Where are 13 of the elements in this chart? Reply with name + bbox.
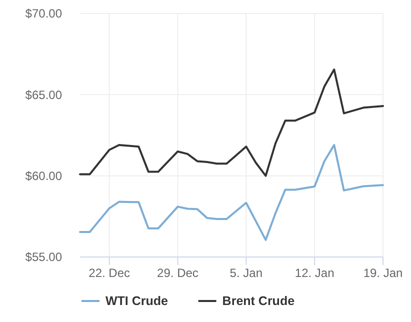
x-tick-label: 12. Jan (294, 266, 334, 280)
y-tick-label: $65.00 (25, 88, 62, 102)
x-tick-label: 5. Jan (230, 266, 263, 280)
x-tick-label: 19. Jan (363, 266, 403, 280)
line-series (79, 68, 384, 177)
x-tick-label: 29. Dec (157, 266, 198, 280)
line-series (79, 144, 384, 241)
y-tick-label: $70.00 (25, 6, 62, 21)
x-tick-label: 22. Dec (88, 266, 130, 280)
legend-label: Brent Crude (222, 294, 295, 308)
y-tick-label: $55.00 (25, 250, 62, 264)
legend-label: WTI Crude (106, 294, 168, 308)
y-tick-label: $60.00 (25, 169, 62, 184)
